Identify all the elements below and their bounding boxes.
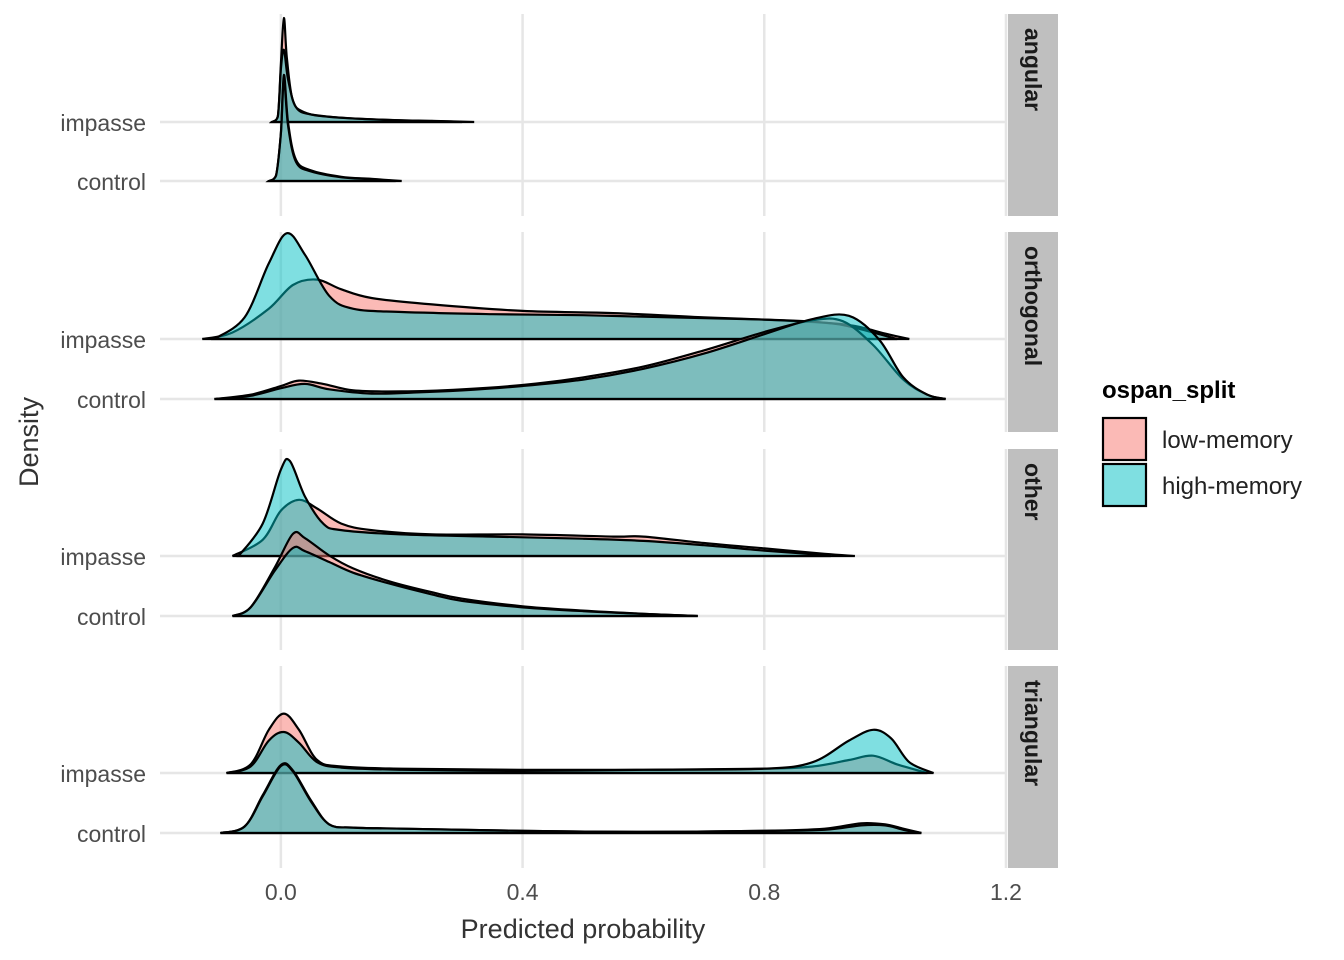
legend: ospan_split low-memory high-memory <box>1101 377 1302 508</box>
facet-strip: triangular <box>1008 666 1058 868</box>
legend-swatch <box>1101 416 1148 462</box>
ridge-row <box>214 313 946 401</box>
density-ridge-low-memory <box>268 16 475 124</box>
row-label: control <box>77 169 146 195</box>
legend-entries: low-memory high-memory <box>1101 416 1302 508</box>
facet-strip-label: triangular <box>1020 680 1046 786</box>
legend-title: ospan_split <box>1102 377 1235 404</box>
x-tick-label: 0.4 <box>507 879 539 905</box>
facet-strip-label: orthogonal <box>1020 246 1046 366</box>
row-label: control <box>77 387 146 413</box>
row-label: control <box>77 604 146 630</box>
x-tick-label: 0.0 <box>265 879 297 905</box>
x-tick-label: 1.2 <box>990 879 1022 905</box>
facet-strip-label: angular <box>1020 28 1046 111</box>
facet-strip-background <box>1008 449 1058 650</box>
density-ridge-high-memory <box>214 313 946 401</box>
ridge-layer <box>202 16 946 835</box>
x-tick-label: 0.8 <box>748 879 780 905</box>
row-label: control <box>77 821 146 847</box>
density-ridge-high-memory <box>226 728 934 775</box>
legend-entry: low-memory <box>1101 416 1293 462</box>
ridge-row <box>232 530 698 618</box>
legend-label: high-memory <box>1162 473 1302 500</box>
x-axis-layer: 0.0 0.4 0.8 1.2 <box>265 879 1022 905</box>
ridge-row <box>231 457 855 558</box>
row-label-layer: impasse control impasse control impasse contr… <box>60 110 146 847</box>
density-ridge-high-memory <box>232 545 698 618</box>
row-label: impasse <box>60 761 146 787</box>
legend-entry: high-memory <box>1101 462 1302 508</box>
density-ridge-high-memory <box>236 457 833 558</box>
facet-strip-background <box>1008 232 1058 432</box>
facet-strip: orthogonal <box>1008 232 1058 432</box>
ridge-row <box>220 762 922 835</box>
density-ridge-high-memory <box>220 763 922 835</box>
facet-strip: other <box>1008 449 1058 650</box>
legend-swatch <box>1101 462 1148 508</box>
facet-strip: angular <box>1008 14 1058 216</box>
y-axis-title: Density <box>14 396 44 487</box>
facet-strip-background <box>1008 666 1058 868</box>
row-label: impasse <box>60 544 146 570</box>
facet-strip-label: other <box>1020 463 1046 521</box>
density-ridge-high-memory <box>268 48 463 124</box>
row-label: impasse <box>60 110 146 136</box>
strip-layer: angular orthogonal other triangular <box>1008 14 1058 868</box>
ridge-row <box>265 73 402 183</box>
density-ridge-high-memory <box>265 79 396 183</box>
x-axis-title: Predicted probability <box>461 914 706 944</box>
legend-label: low-memory <box>1162 427 1293 454</box>
ridge-row <box>268 16 475 124</box>
ridge-row <box>226 712 934 775</box>
row-label: impasse <box>60 327 146 353</box>
facet-strip-background <box>1008 14 1058 216</box>
